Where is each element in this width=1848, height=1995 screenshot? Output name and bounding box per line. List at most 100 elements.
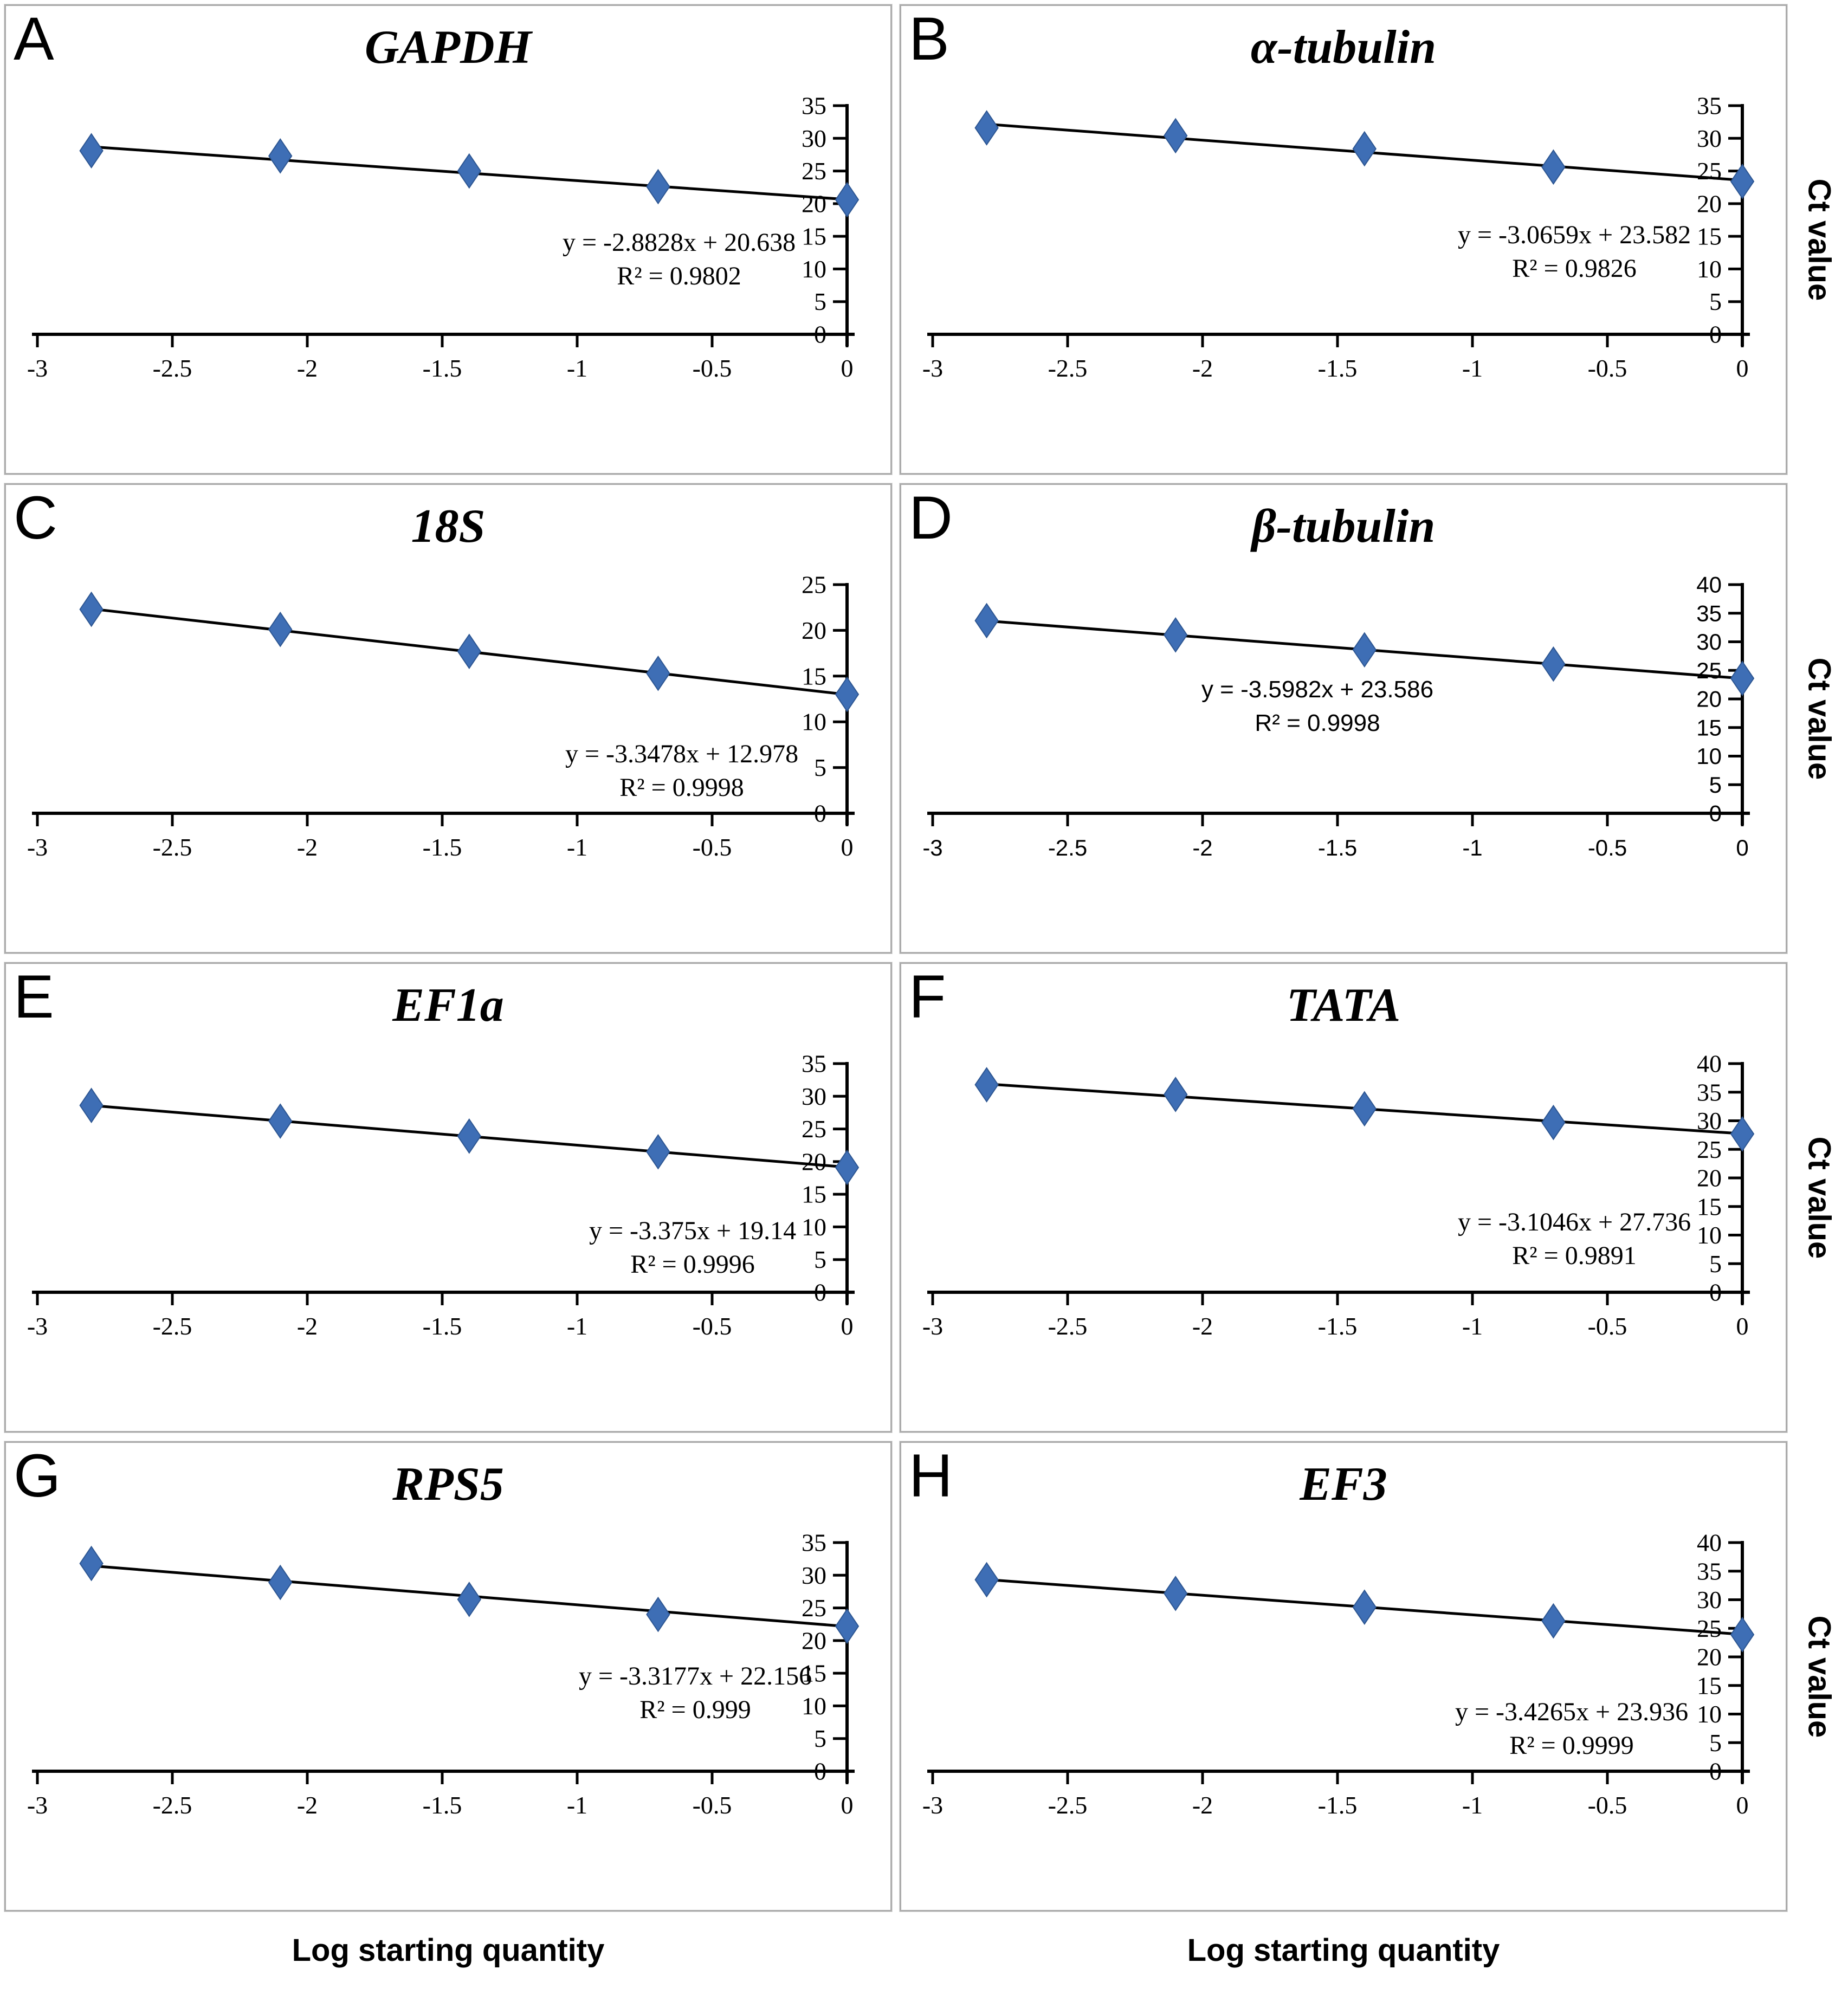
panel-e: E EF1a 0 5 10 15 20 25 30 35 -3 -2.5 -2 -1.5 -1 -0.5 0… — [4, 962, 893, 1433]
y-tick-label: 40 — [1697, 1050, 1722, 1078]
y-tick-label: 20 — [802, 1627, 826, 1654]
data-point-marker — [79, 1087, 104, 1123]
x-tick-label: -0.5 — [1588, 1791, 1627, 1819]
x-tick-labels: -3 -2.5 -2 -1.5 -1 -0.5 0 — [922, 1312, 1749, 1340]
axes — [32, 104, 855, 347]
x-tick-label: -2 — [297, 354, 318, 382]
data-point-marker — [1541, 149, 1566, 185]
axes — [927, 104, 1750, 347]
x-tick-label: -1 — [567, 833, 587, 861]
data-point-marker — [835, 676, 860, 712]
trendline-equation: y = -3.375x + 19.14 — [589, 1216, 796, 1245]
panel-f: F TATA 0 5 10 15 20 25 30 35 40 -3 -2.5 -2 -1.5 -1 -0.… — [899, 962, 1788, 1433]
x-tick-label: -1 — [1462, 1312, 1483, 1340]
panel-d-letter: D — [909, 484, 953, 552]
panel-a: A GAPDH 0 5 10 15 20 25 30 35 -3 -2.5 -2 -1.5 -1 -0.5… — [4, 4, 893, 475]
x-tick-label: -3 — [27, 1791, 48, 1819]
x-tick-label: 0 — [1736, 835, 1748, 860]
y-tick-label: 5 — [814, 754, 826, 781]
y-tick-label: 0 — [1709, 1758, 1722, 1785]
data-point-marker — [1730, 1617, 1755, 1653]
y-tick-label: 30 — [1697, 125, 1722, 152]
y-tick-label: 30 — [802, 125, 826, 152]
y-tick-label: 25 — [1697, 157, 1722, 185]
panel-b: B α-tubulin 0 5 10 15 20 25 30 35 -3 -2.5 -2 -1.5 -1… — [899, 4, 1788, 475]
data-point-marker — [646, 655, 670, 691]
y-tick-label: 20 — [1697, 1643, 1722, 1671]
x-tick-label: -1.5 — [1318, 1791, 1358, 1819]
data-point-marker — [268, 1564, 293, 1601]
y-tick-label: 40 — [1696, 572, 1722, 598]
y-tick-label: 0 — [814, 1279, 826, 1306]
y-tick-label: 10 — [802, 708, 826, 736]
data-point-marker — [457, 1582, 482, 1617]
data-point-marker — [457, 1118, 482, 1154]
x-tick-label: -2.5 — [153, 1312, 192, 1340]
x-tick-label: -0.5 — [693, 1312, 732, 1340]
data-point-marker — [1163, 1576, 1188, 1611]
y-tick-label: 0 — [814, 321, 826, 348]
y-tick-label: 15 — [802, 1660, 826, 1687]
data-points — [79, 1087, 860, 1186]
x-tick-label: -2.5 — [1048, 1312, 1088, 1340]
panel-h: H EF3 0 5 10 15 20 25 30 35 40 -3 -2.5 -2 -1.5 -1 -0.5… — [899, 1441, 1788, 1912]
x-tick-label: -1.5 — [1318, 835, 1357, 860]
data-point-marker — [1163, 118, 1188, 154]
data-point-marker — [79, 591, 104, 627]
x-tick-label: 0 — [841, 354, 854, 382]
x-tick-label: -1.5 — [423, 833, 462, 861]
y-tick-label: 35 — [802, 1050, 826, 1078]
data-point-marker — [974, 110, 999, 146]
panel-a-letter: A — [14, 5, 54, 73]
trendline-r-squared: R² = 0.9998 — [1255, 710, 1380, 736]
x-tick-labels: -3 -2.5 -2 -1.5 -1 -0.5 0 — [922, 835, 1748, 860]
data-point-marker — [268, 611, 293, 647]
y-tick-label: 20 — [1697, 190, 1722, 217]
data-points — [79, 591, 860, 712]
data-point-marker — [79, 133, 104, 169]
y-tick-label: 0 — [1709, 801, 1722, 826]
panel-d-title: β-tubulin — [1251, 500, 1436, 553]
x-tick-label: -3 — [27, 833, 48, 861]
x-tick-label: -1 — [1462, 1791, 1483, 1819]
x-tick-label: 0 — [841, 1791, 854, 1819]
axes — [927, 1062, 1750, 1305]
trendline-r-squared: R² = 0.9999 — [1509, 1731, 1633, 1760]
data-point-marker — [1163, 1077, 1188, 1112]
trendline-r-squared: R² = 0.999 — [639, 1695, 751, 1724]
x-tick-label: 0 — [841, 833, 854, 861]
data-points — [79, 133, 860, 218]
x-tick-label: -1 — [567, 354, 587, 382]
data-point-marker — [835, 182, 860, 218]
data-point-marker — [974, 1562, 999, 1598]
x-tick-label: -2 — [1192, 354, 1213, 382]
trendline-equation: y = -3.5982x + 23.586 — [1201, 676, 1433, 703]
y-tick-labels: 0 5 10 15 20 25 30 35 — [1697, 92, 1722, 348]
y-axis-label-3: Ct value — [1801, 1136, 1837, 1259]
x-tick-label: -2 — [1192, 835, 1212, 860]
x-tick-label: -1 — [567, 1791, 587, 1819]
data-points — [974, 1067, 1755, 1152]
data-point-marker — [1352, 131, 1377, 167]
x-tick-label: 0 — [1736, 1312, 1749, 1340]
x-tick-label: -1.5 — [423, 1312, 462, 1340]
data-point-marker — [835, 1149, 860, 1186]
y-tick-label: 5 — [814, 1246, 826, 1273]
trendline-equation: y = -3.3177x + 22.156 — [579, 1662, 812, 1690]
ct-value-cell-2: Ct value — [1795, 483, 1844, 954]
data-point-marker — [79, 1545, 104, 1582]
x-tick-label: -3 — [27, 354, 48, 382]
x-tick-label: -0.5 — [1588, 835, 1627, 860]
y-tick-label: 35 — [1696, 600, 1722, 626]
y-tick-label: 15 — [802, 662, 826, 690]
data-point-marker — [1352, 1589, 1377, 1625]
y-tick-labels: 0 5 10 15 20 25 30 35 — [802, 1529, 826, 1785]
ct-value-cell-3: Ct value — [1795, 962, 1844, 1433]
panel-b-plot: 0 5 10 15 20 25 30 35 -3 -2.5 -2 -1.5 -1 -0.5 0 y = -3.… — [922, 92, 1755, 382]
x-tick-label: -2 — [297, 1791, 318, 1819]
y-tick-label: 35 — [802, 92, 826, 120]
panel-f-letter: F — [909, 963, 946, 1031]
